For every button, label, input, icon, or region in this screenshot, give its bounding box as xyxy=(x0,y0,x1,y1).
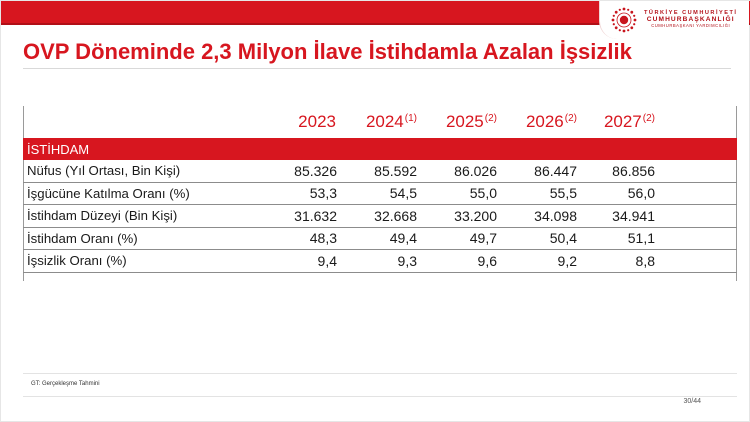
value-cell: 34.941 xyxy=(612,207,655,224)
logo-line-2: CUMHURBAŞKANLIĞI xyxy=(646,16,735,24)
table-header-row: 2023 2024(1) 2025(2) 2026(2) 2027(2) xyxy=(23,109,737,135)
value-cell: 85.326 xyxy=(294,162,337,179)
page-title: OVP Döneminde 2,3 Milyon İlave İstihdaml… xyxy=(23,39,632,64)
year-note: (2) xyxy=(484,113,497,124)
year-cell: 2027(2) xyxy=(579,112,657,132)
row-label: İşsizlik Oranı (%) xyxy=(27,253,127,269)
footnote: GT: Gerçekleşme Tahmini xyxy=(31,381,100,387)
table-row: İstihdam Düzeyi (Bin Kişi) 31.632 32.668… xyxy=(23,205,737,228)
footer-divider xyxy=(23,373,737,395)
value-cell: 31.632 xyxy=(294,207,337,224)
row-label: Nüfus (Yıl Ortası, Bin Kişi) xyxy=(27,163,181,179)
page-number: 30/44 xyxy=(683,398,701,405)
logo-line-3: CUMHURBAŞKANI YARDIMCILIĞI xyxy=(651,23,731,29)
value-cell: 50,4 xyxy=(549,230,577,247)
value-cell: 53,3 xyxy=(309,185,337,202)
value-cell: 86.856 xyxy=(612,162,655,179)
logo-text: TÜRKİYE CUMHURİYETİ CUMHURBAŞKANLIĞI CUM… xyxy=(644,10,738,29)
value-cell: 51,1 xyxy=(627,230,655,247)
table-row: İşgücüne Katılma Oranı (%) 53,3 54,5 55,… xyxy=(23,183,737,205)
section-header-row: İSTİHDAM xyxy=(23,138,737,160)
value-cell: 55,0 xyxy=(469,185,497,202)
value-cell: 86.026 xyxy=(454,162,497,179)
value-cell: 9,4 xyxy=(317,252,337,269)
table-row: Nüfus (Yıl Ortası, Bin Kişi) 85.326 85.5… xyxy=(23,160,737,183)
table-row: İstihdam Oranı (%) 48,3 49,4 49,7 50,4 5… xyxy=(23,228,737,250)
year-cell: 2023 xyxy=(259,112,339,132)
value-cell: 56,0 xyxy=(627,185,655,202)
row-label: İstihdam Oranı (%) xyxy=(27,230,138,246)
indicator-table: 2023 2024(1) 2025(2) 2026(2) 2027(2) İST… xyxy=(23,109,737,273)
year-cell: 2024(1) xyxy=(339,112,419,132)
value-cell: 55,5 xyxy=(549,185,577,202)
value-cell: 34.098 xyxy=(534,207,577,224)
value-cell: 49,7 xyxy=(469,230,497,247)
year-note: (2) xyxy=(642,113,655,124)
year-label: 2023 xyxy=(298,112,336,131)
value-cell: 48,3 xyxy=(309,230,337,247)
value-cell: 33.200 xyxy=(454,207,497,224)
presidency-logo: TÜRKİYE CUMHURİYETİ CUMHURBAŞKANLIĞI CUM… xyxy=(599,1,749,39)
row-label: İşgücüne Katılma Oranı (%) xyxy=(27,185,190,201)
year-note: (2) xyxy=(564,113,577,124)
value-cell: 86.447 xyxy=(534,162,577,179)
year-label: 2026 xyxy=(525,112,564,131)
value-cell: 8,8 xyxy=(635,252,655,269)
year-note: (1) xyxy=(404,113,417,124)
value-cell: 9,2 xyxy=(557,252,577,269)
value-cell: 32.668 xyxy=(374,207,417,224)
logo-line-1: TÜRKİYE CUMHURİYETİ xyxy=(644,10,738,17)
title-divider xyxy=(23,68,731,69)
value-cell: 54,5 xyxy=(389,185,417,202)
year-cell: 2025(2) xyxy=(419,112,499,132)
year-label: 2025 xyxy=(445,112,484,131)
table-row: İşsizlik Oranı (%) 9,4 9,3 9,6 9,2 8,8 xyxy=(23,250,737,273)
row-label: İstihdam Düzeyi (Bin Kişi) xyxy=(27,208,178,224)
value-cell: 9,6 xyxy=(477,252,497,269)
section-label: İSTİHDAM xyxy=(27,141,90,157)
bottom-divider xyxy=(23,396,737,397)
year-cell: 2026(2) xyxy=(499,112,579,132)
sun-emblem-icon xyxy=(611,7,637,33)
year-label: 2027 xyxy=(603,112,642,131)
value-cell: 49,4 xyxy=(389,230,417,247)
value-cell: 85.592 xyxy=(374,162,417,179)
value-cell: 9,3 xyxy=(397,252,417,269)
year-label: 2024 xyxy=(365,112,404,131)
